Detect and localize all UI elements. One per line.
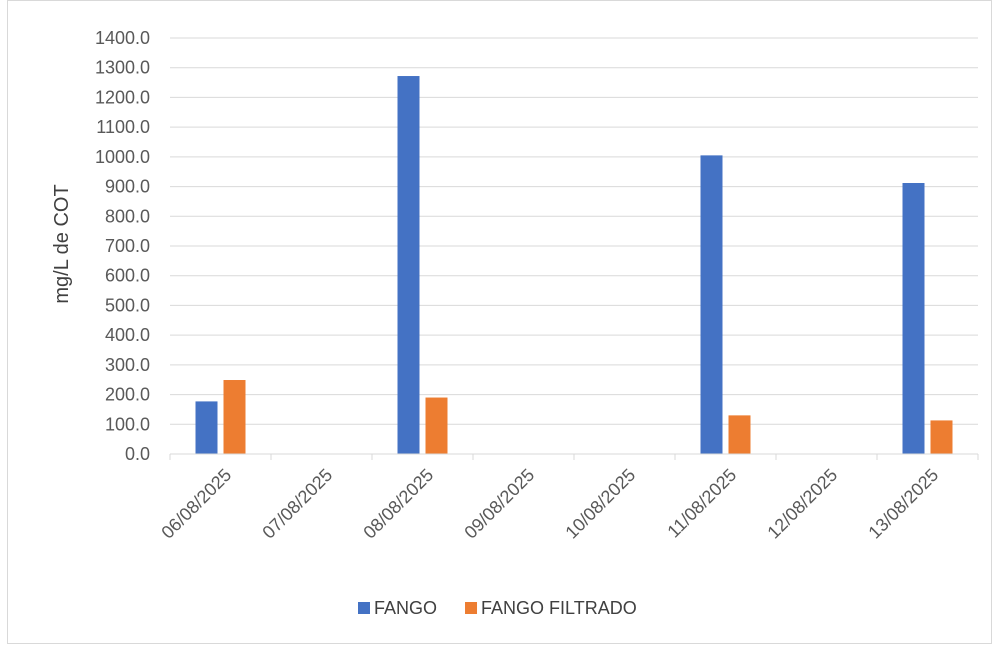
- y-tick-label: 900.0: [105, 177, 150, 197]
- x-axis-ticks: 06/08/2025 07/08/2025 08/08/2025 09/08/2025…: [157, 465, 942, 543]
- legend-swatch: [358, 602, 370, 614]
- legend: FANGO FANGO FILTRADO: [358, 598, 637, 618]
- bar-fango-filtrado: [223, 380, 246, 454]
- chart-frame: [7, 0, 992, 644]
- bar-fango: [902, 183, 925, 454]
- y-tick-label: 500.0: [105, 295, 150, 315]
- x-tick-label: 13/08/2025: [864, 465, 942, 543]
- x-tick-label: 06/08/2025: [157, 465, 235, 543]
- x-tick-label: 09/08/2025: [460, 465, 538, 543]
- y-tick-label: 1400.0: [95, 28, 150, 48]
- bar-fango-filtrado: [425, 397, 448, 454]
- legend-label: FANGO FILTRADO: [481, 598, 637, 618]
- x-tick-label: 10/08/2025: [561, 465, 639, 543]
- bars: [195, 76, 953, 454]
- y-tick-label: 0.0: [125, 444, 150, 464]
- x-tick-label: 08/08/2025: [359, 465, 437, 543]
- y-tick-label: 100.0: [105, 414, 150, 434]
- y-tick-label: 1200.0: [95, 87, 150, 107]
- y-tick-label: 1300.0: [95, 58, 150, 78]
- y-tick-label: 700.0: [105, 236, 150, 256]
- bar-fango: [700, 155, 723, 454]
- x-tick-label: 12/08/2025: [763, 465, 841, 543]
- legend-label: FANGO: [374, 598, 437, 618]
- y-axis-title: mg/L de COT: [51, 184, 73, 303]
- gridlines: [170, 37, 978, 425]
- y-tick-label: 800.0: [105, 206, 150, 226]
- y-tick-label: 1000.0: [95, 147, 150, 167]
- bar-fango: [195, 401, 218, 454]
- x-tick-label: 11/08/2025: [663, 465, 740, 542]
- bar-fango: [397, 76, 420, 454]
- y-tick-label: 200.0: [105, 385, 150, 405]
- x-tick-label: 07/08/2025: [258, 465, 336, 543]
- bar-fango-filtrado: [728, 415, 751, 454]
- y-axis-ticks: 0.0 100.0 200.0 300.0 400.0 500.0 600.0 700.0 80…: [95, 28, 150, 464]
- x-axis: [169, 453, 979, 460]
- bar-fango-filtrado: [930, 420, 953, 454]
- y-tick-label: 1100.0: [96, 117, 150, 137]
- y-tick-label: 600.0: [105, 266, 150, 286]
- y-tick-label: 400.0: [105, 325, 150, 345]
- legend-swatch: [465, 602, 478, 614]
- y-tick-label: 300.0: [105, 355, 150, 375]
